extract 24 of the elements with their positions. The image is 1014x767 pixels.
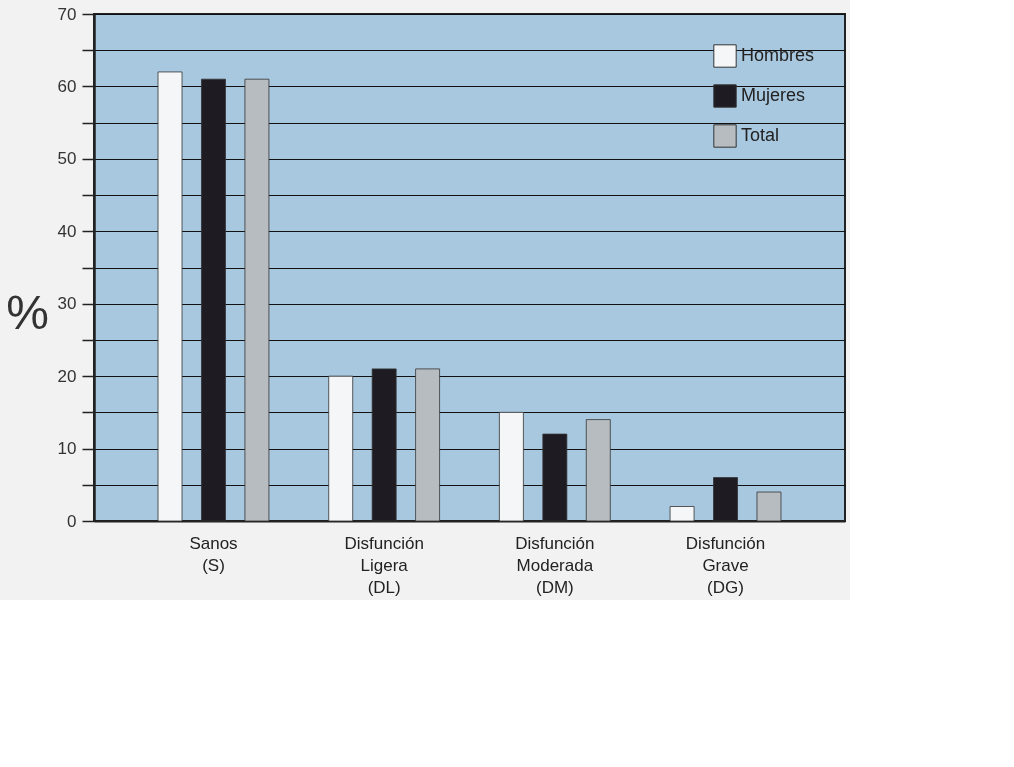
x-tick-label: Disfunción Ligera (DL) (344, 533, 424, 597)
y-tick-label: 50 (57, 149, 77, 169)
y-tick-label: 10 (57, 439, 77, 459)
bar (669, 506, 695, 522)
legend-label: Mujeres (741, 85, 806, 105)
bar (498, 411, 524, 522)
y-tick-label: 30 (57, 294, 77, 314)
legend-label: Hombres (741, 45, 815, 65)
y-tick-label: 40 (57, 221, 77, 241)
y-tick-label: 60 (57, 76, 77, 96)
x-tick-label: Disfunción Grave (DG) (685, 533, 766, 597)
x-tick-label: Disfunción Moderada (DM) (515, 533, 595, 597)
legend-label: Total (741, 125, 780, 145)
y-tick-label: 70 (57, 4, 77, 24)
bar (415, 368, 441, 522)
bar (157, 71, 183, 522)
bar (328, 375, 354, 522)
bar (244, 78, 270, 522)
y-tick-label: 20 (57, 366, 77, 386)
bar (756, 491, 782, 522)
y-axis-title: % (6, 285, 49, 339)
y-tick-label: 0 (67, 511, 77, 531)
x-tick-label: Sanos (S) (189, 533, 238, 575)
bar (585, 419, 611, 522)
